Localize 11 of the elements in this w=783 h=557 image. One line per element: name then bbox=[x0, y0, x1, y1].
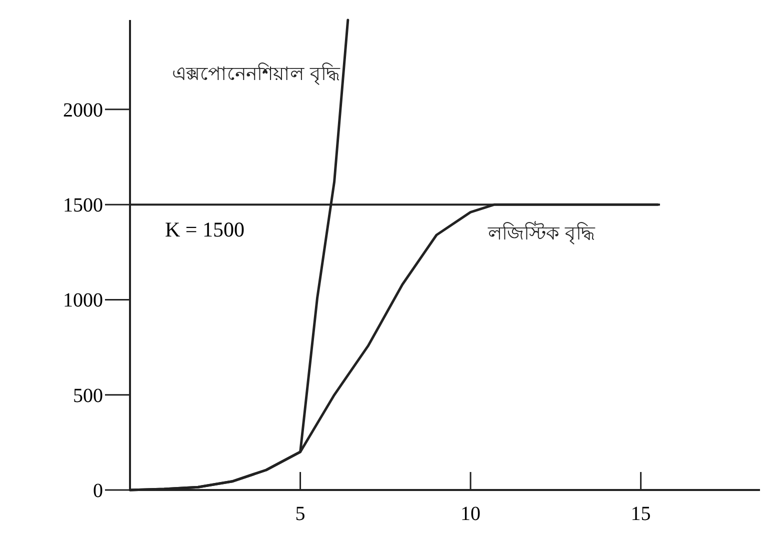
y-tick-label: 1000 bbox=[63, 290, 103, 312]
y-tick-label: 2000 bbox=[63, 99, 103, 122]
series-label: লজিস্টিক বৃদ্ধি bbox=[486, 222, 596, 245]
series-label: এক্সপোনেনশিয়াল বৃদ্ধি bbox=[172, 63, 341, 85]
x-tick-label: 15 bbox=[630, 503, 651, 525]
x-tick-label: 5 bbox=[295, 503, 306, 525]
y-tick-label: 0 bbox=[93, 480, 103, 502]
y-tick-label: 500 bbox=[73, 384, 103, 407]
ref-line-label: K = 1500 bbox=[165, 218, 245, 242]
x-tick-label: 10 bbox=[460, 503, 481, 525]
y-tick-label: 1500 bbox=[63, 194, 103, 217]
